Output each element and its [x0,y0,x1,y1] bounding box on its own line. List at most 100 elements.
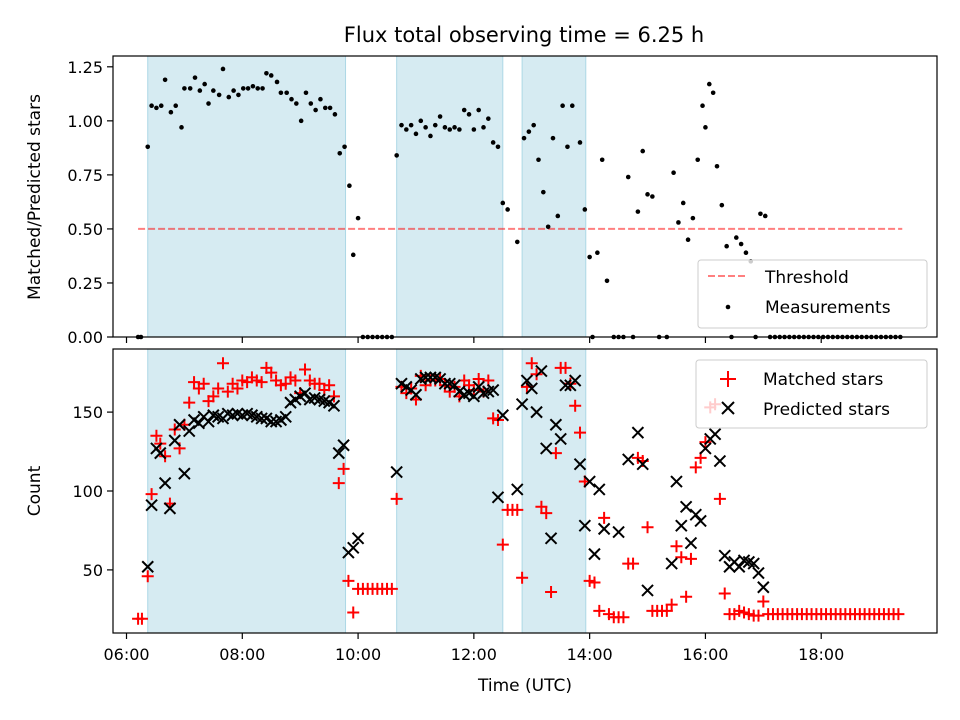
predicted-star-point [347,541,360,555]
matched-star-point [159,450,172,463]
measurement-point [471,127,477,132]
measurement-point [399,122,404,128]
predicted-star-point [593,483,606,496]
predicted-star-point [255,412,268,425]
measurement-point [635,209,641,214]
measurement-point [719,202,725,208]
x-tick-label: 16:00 [682,645,728,664]
measurement-point [298,118,304,124]
y-tick-label: 150 [72,403,103,422]
matched-star-point [299,363,312,376]
measurement-point [236,92,241,98]
matched-star-point [516,571,529,584]
measurement-point [577,140,583,145]
y-tick-label: 100 [72,482,103,501]
matched-star-point [347,606,360,619]
measurement-point [531,122,536,128]
measurement-point [202,81,207,87]
measurement-point [313,107,318,113]
measurement-point [565,144,570,150]
measurement-point [278,90,284,96]
measurement-point [671,170,676,176]
matched-star-point [337,462,350,475]
measurements-series [135,66,903,340]
matched-star-point [598,511,611,524]
predicted-star-point [588,547,601,561]
y-tick-label: 1.25 [67,58,103,77]
matched-star-point [641,521,654,534]
measurement-point [260,86,265,91]
predicted-star-point [689,508,702,521]
matched-star-point [150,429,163,442]
matched-star-point [279,377,292,390]
legend-threshold-label: Threshold [764,268,849,288]
x-axis-label: Time (UTC) [477,676,572,696]
matched-star-point [545,585,558,598]
measurement-point [569,103,575,109]
matched-star-point [525,357,538,370]
predicted-star-point [540,442,553,455]
predicted-star-point [192,416,206,430]
predicted-star-point [583,475,596,488]
measurement-point [173,103,179,109]
matched-star-point [188,376,201,389]
predicted-star-point [515,398,529,411]
measurement-point [685,237,691,243]
measurement-point [604,278,610,284]
matched-star-point [559,361,572,374]
measurement-point [442,125,448,130]
measurement-point [452,125,457,130]
predicted-star-point [622,453,635,466]
measurement-point [545,224,551,230]
matched-star-point [141,570,154,583]
legend-measurements-label: Measurements [765,298,891,318]
measurement-point [168,109,174,115]
matched-star-point [540,507,553,520]
measurement-point [428,133,433,139]
matched-star-point [752,609,765,622]
measurement-point [179,125,184,130]
matched-star-point [207,390,220,403]
x-tick-label: 10:00 [335,645,381,664]
predicted-star-point [168,434,181,447]
measurement-point [192,75,198,80]
measurement-point [706,81,712,87]
predicted-star-point [173,418,186,431]
measurement-point [327,105,333,111]
predicted-star-point [631,426,645,439]
measurement-point [437,114,443,119]
predicted-star-point [438,377,452,390]
predicted-star-point [747,557,760,570]
predicted-stars-series [141,364,770,597]
predicted-star-point [424,371,437,384]
measurement-point [703,125,708,130]
x-tick-label: 14:00 [567,645,613,664]
predicted-star-point [520,374,534,387]
matched-star-point [675,551,688,564]
measurement-point [650,194,655,199]
x-tick-label: 18:00 [798,645,844,664]
measurement-point [676,220,681,225]
matched-star-point [680,590,693,603]
measurement-point [550,135,556,141]
predicted-star-point [699,442,712,455]
matched-star-point [313,377,326,390]
matched-star-point [197,377,210,390]
predicted-star-point [491,491,505,504]
predicted-star-point [472,380,485,394]
measurement-point [303,90,309,96]
matched-star-point [145,488,158,501]
matched-star-point [627,557,640,570]
measurement-point [240,86,246,91]
measurement-point [486,116,491,121]
predicted-star-point [757,581,770,594]
measurement-point [734,235,739,240]
predicted-star-point [467,390,481,403]
measurement-point [461,107,467,113]
observing-window-band [147,55,347,338]
predicted-star-point [327,399,341,413]
matched-star-point [593,604,606,617]
measurement-point [526,129,532,134]
bottom-panel: 50 100 150 06:00 08:00 10:00 12:00 14:00 16:00 1… [25,348,938,696]
top-y-axis-label: Matched/Predicted stars [25,94,45,300]
